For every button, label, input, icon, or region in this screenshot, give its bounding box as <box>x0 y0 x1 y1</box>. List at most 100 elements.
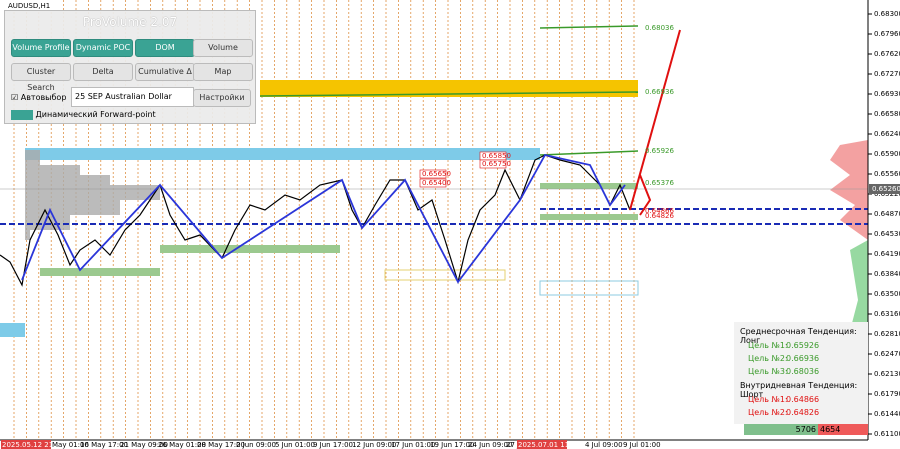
target-line <box>539 150 639 156</box>
panel-button[interactable]: DOM <box>135 39 195 57</box>
provolume-panel: ProVolume 2.07 Volume Profile Dynamic POC… <box>4 10 256 124</box>
time-label: 19 Jun 17:00 <box>430 441 474 449</box>
panel-button[interactable]: Cumulative Δ <box>135 63 195 81</box>
time-label: 16 May 17:00 <box>80 441 128 449</box>
date-highlight <box>1 440 51 449</box>
target-value: 0.64866 <box>786 395 820 404</box>
date-highlight <box>517 440 567 449</box>
zone-box <box>384 269 506 281</box>
time-label: 4 Jul 09:00 <box>585 441 623 449</box>
target-line <box>259 91 639 97</box>
level-label: 0.66936 <box>645 88 674 96</box>
checkbox-label: Автовыбор <box>20 93 67 102</box>
time-label: 17 Jun 01:00 <box>391 441 435 449</box>
panel-button[interactable]: Cluster Search <box>11 63 71 92</box>
level-label: 0.65926 <box>645 147 674 155</box>
panel-button[interactable]: Volume Profile <box>11 39 71 57</box>
box-label: 0.65400 <box>422 179 451 187</box>
info-box: Среднесрочная Тенденция: Лонг Цель №1: 0.6… <box>734 322 868 424</box>
level-label: 0.65376 <box>645 179 674 187</box>
time-label: 24 Jun 09:00 <box>468 441 512 449</box>
footer-left: 5706 <box>744 424 818 435</box>
panel-title: ProVolume 2.07 <box>82 15 178 29</box>
time-label: 9 Jun 17:00 <box>313 441 353 449</box>
forward-point-label: Динамический Forward-point <box>35 110 156 119</box>
target-value: 0.68036 <box>786 367 820 376</box>
time-label: 5 Jun 01:00 <box>275 441 315 449</box>
panel-button[interactable]: Volume <box>193 39 253 57</box>
panel-button[interactable]: Delta <box>73 63 133 81</box>
target-line <box>539 25 639 29</box>
symbol-bg <box>0 0 60 10</box>
time-label: May 01:00 <box>52 441 89 449</box>
target-value: 0.64826 <box>786 408 820 417</box>
box-label-bg <box>419 169 447 179</box>
time-label: 28 May 17:00 <box>197 441 245 449</box>
zone-band <box>160 245 340 253</box>
time-label: 2 Jun 09:00 <box>236 441 276 449</box>
time-label: 27 J <box>506 441 519 449</box>
panel-button[interactable]: Map <box>193 63 253 81</box>
volume-profile <box>25 150 160 240</box>
current-price: 0.65260 <box>872 185 900 193</box>
settings-button[interactable]: Настройки <box>193 89 251 107</box>
level-label: 0.64866 <box>645 207 674 215</box>
target-name: Цель №2: <box>748 408 788 417</box>
box-label: 0.65850 <box>482 152 511 160</box>
contract-select[interactable]: 25 SEP Australian Dollar <box>71 87 194 107</box>
time-label: 9 Jul 01:00 <box>623 441 661 449</box>
forward-point[interactable]: Динамический Forward-point <box>11 109 241 121</box>
forecast-arrow <box>639 174 652 216</box>
level-label: 0.68036 <box>645 24 674 32</box>
zone-box <box>539 280 639 296</box>
auto-checkbox[interactable]: ☑ Автовыбор <box>11 93 67 102</box>
box-label: 0.65650 <box>422 170 451 178</box>
forecast-arrow <box>629 29 681 211</box>
zone-band <box>540 214 638 220</box>
target-value: 0.66936 <box>786 354 820 363</box>
footer-right: 4654 <box>818 424 868 435</box>
zone-band <box>0 323 25 337</box>
time-label: 21 May 09:00 <box>120 441 168 449</box>
zone-band <box>25 148 540 160</box>
panel-button[interactable]: Dynamic POC <box>73 39 133 57</box>
volume-profile <box>830 140 868 240</box>
target-name: Цель №1: <box>748 395 788 404</box>
time-label: 12 Jun 09:00 <box>352 441 396 449</box>
target-name: Цель №2: <box>748 354 788 363</box>
level-label: 0.64826 <box>645 212 674 220</box>
time-label: 26 May 01:00 <box>158 441 206 449</box>
box-label-bg <box>419 178 447 188</box>
target-value: 0.65926 <box>786 341 820 350</box>
box-label: 0.65750 <box>482 160 511 168</box>
box-label-bg <box>479 159 507 169</box>
time-label: 2025.05.12 21:00 <box>2 441 64 449</box>
target-name: Цель №1: <box>748 341 788 350</box>
current-price-bg <box>869 184 900 194</box>
trend-heading: Внутридневная Тенденция: Шорт <box>740 381 858 399</box>
target-name: Цель №3: <box>748 367 788 376</box>
zone-band <box>540 183 638 189</box>
price-series <box>0 154 631 287</box>
time-label: 2025.07.01 11:00 <box>518 441 580 449</box>
